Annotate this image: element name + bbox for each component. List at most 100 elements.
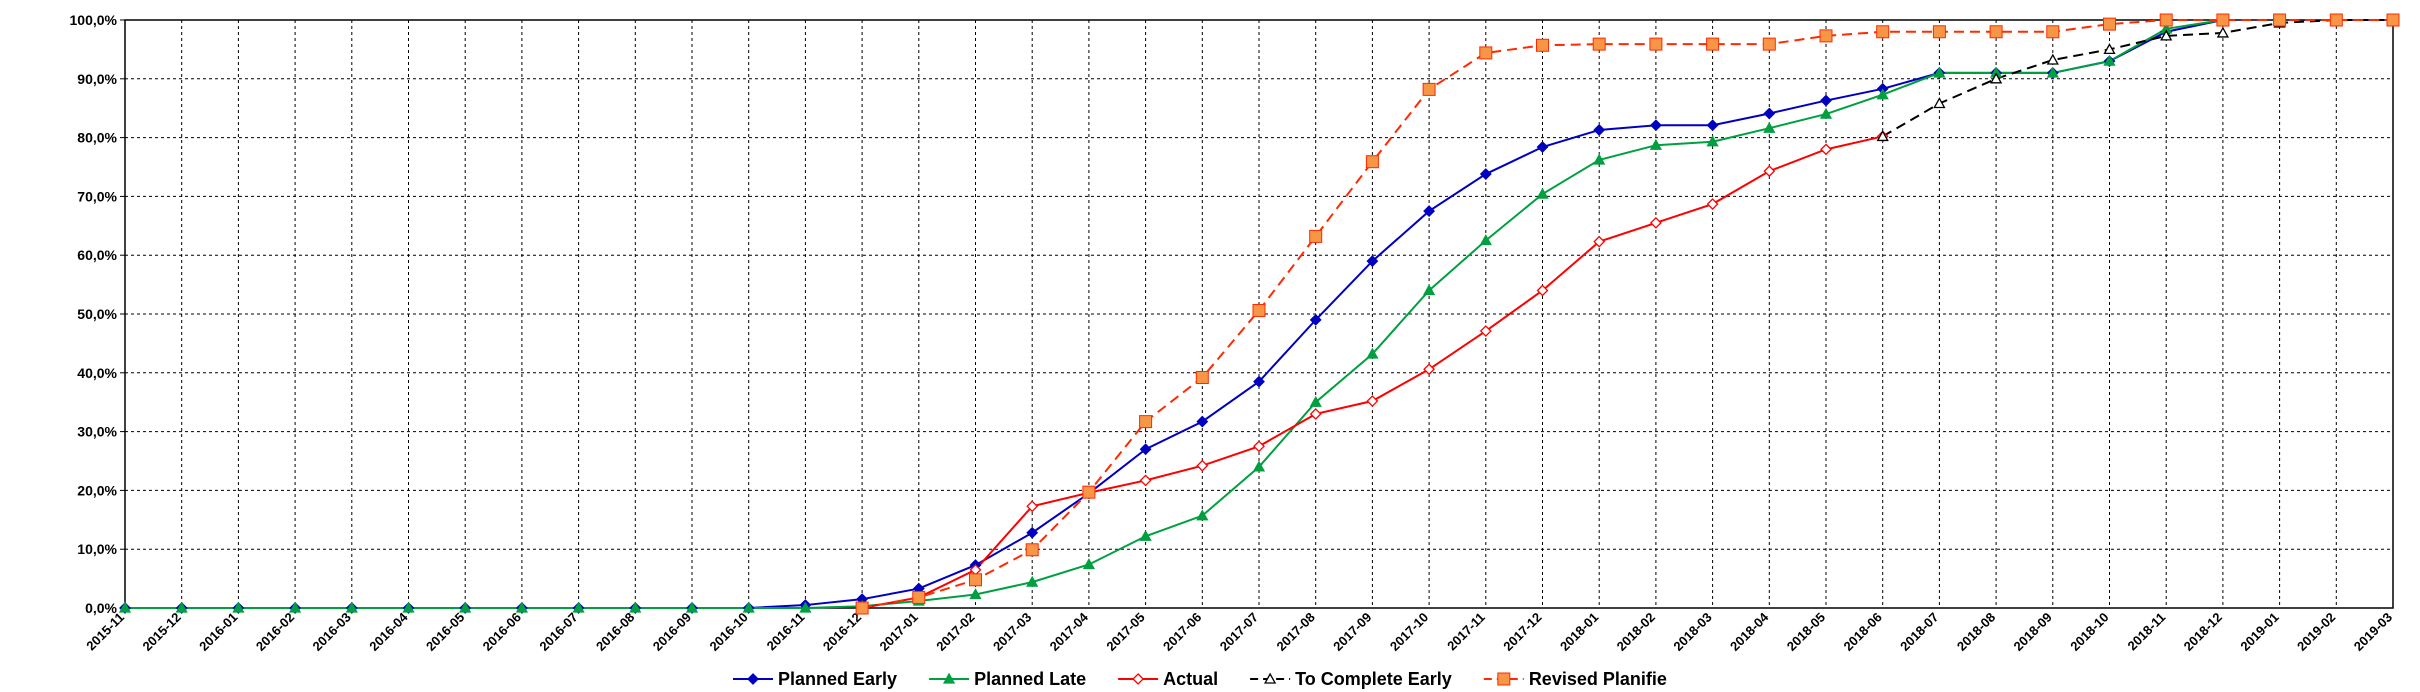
x-tick-label: 2017-06 [1160, 610, 1204, 654]
data-point [1309, 395, 1322, 407]
data-point [2046, 25, 2060, 39]
x-tick-label: 2018-04 [1727, 609, 1772, 654]
data-point [1196, 415, 1209, 428]
y-tick-label: 50,0% [77, 306, 117, 322]
data-point [1706, 198, 1719, 210]
data-point [1139, 443, 1152, 456]
x-tick-label: 2018-02 [1614, 610, 1658, 654]
data-point [1365, 155, 1379, 169]
x-tick-label: 2017-01 [877, 610, 921, 654]
data-point [685, 601, 699, 613]
data-point [2216, 26, 2230, 38]
x-tick-label: 2018-07 [1897, 610, 1941, 654]
legend-label: To Complete Early [1295, 669, 1452, 689]
data-point [1649, 216, 1662, 229]
data-point [1479, 234, 1492, 246]
data-point [969, 588, 982, 600]
x-tick-label: 2018-05 [1784, 610, 1828, 654]
data-point [1252, 303, 1266, 317]
x-tick-label: 2016-08 [593, 610, 637, 654]
x-tick-label: 2017-03 [990, 610, 1034, 654]
data-point [1309, 408, 1322, 420]
x-tick-label: 2016-07 [536, 610, 580, 654]
data-point [2159, 13, 2173, 27]
y-tick-label: 20,0% [77, 482, 117, 498]
data-point [2046, 66, 2059, 78]
data-point [1195, 371, 1209, 385]
data-point [1082, 558, 1096, 570]
x-tick-label: 2015-11 [83, 610, 127, 654]
data-point [1082, 485, 1096, 499]
plot-border [124, 19, 2394, 609]
data-point [2160, 29, 2173, 41]
data-point [1479, 46, 1493, 60]
data-point [855, 601, 869, 615]
data-point [1989, 72, 2003, 84]
x-tick-label: 2018-08 [1954, 610, 1998, 654]
x-tick-label: 2017-04 [1047, 609, 1092, 654]
data-point [1497, 672, 1511, 686]
x-tick-label: 2016-06 [480, 610, 524, 654]
data-point [1706, 37, 1720, 51]
data-point [1820, 94, 1832, 107]
series-line [125, 19, 2224, 609]
x-tick-label: 2017-08 [1273, 610, 1317, 654]
data-point [1876, 88, 1889, 100]
data-point [1762, 37, 1776, 51]
data-point [1132, 673, 1145, 685]
data-point [1706, 119, 1719, 132]
data-point [1479, 168, 1492, 180]
x-tick-label: 2015-12 [139, 610, 183, 654]
x-tick-label: 2017-12 [1500, 610, 1544, 654]
x-tick-label: 2018-10 [2067, 610, 2111, 654]
data-point [912, 590, 926, 604]
data-point [572, 601, 585, 613]
x-tick-label: 2018-11 [2124, 610, 2168, 654]
data-point [1819, 29, 1833, 43]
data-point [1422, 82, 1436, 96]
series-line [1882, 19, 2393, 138]
data-point [1139, 529, 1152, 541]
data-point [1763, 121, 1776, 133]
data-point [1593, 235, 1606, 248]
data-point [1536, 187, 1549, 199]
data-point [2046, 53, 2059, 65]
data-point [1649, 119, 1662, 132]
data-point [1763, 107, 1776, 120]
data-point [1366, 395, 1379, 407]
data-point [1593, 124, 1606, 136]
data-point [1309, 229, 1323, 243]
x-tick-label: 2019-03 [2351, 610, 2395, 654]
x-tick-label: 2017-02 [933, 610, 977, 654]
x-tick-label: 2016-05 [423, 610, 467, 654]
data-point [1649, 138, 1663, 150]
data-point [629, 601, 642, 613]
data-point [1264, 672, 1277, 684]
data-point [1196, 459, 1209, 472]
data-point [2386, 13, 2400, 27]
data-point [459, 601, 472, 613]
x-tick-label: 2017-05 [1103, 610, 1147, 654]
data-point [1309, 313, 1322, 326]
data-point [288, 601, 302, 613]
data-point [1536, 284, 1549, 297]
data-point [799, 601, 812, 613]
data-point [1366, 347, 1379, 359]
data-point [1933, 97, 1946, 109]
data-point [2329, 13, 2343, 27]
y-tick-label: 70,0% [77, 188, 117, 204]
data-point [1196, 509, 1209, 521]
data-point [969, 573, 982, 587]
y-tick-label: 0,0% [85, 600, 117, 616]
data-point [1649, 37, 1663, 51]
data-point [1876, 130, 1889, 142]
data-point [1989, 25, 2003, 39]
data-point [2103, 17, 2116, 31]
x-tick-label: 2016-11 [764, 610, 808, 654]
legend-label: Planned Early [778, 669, 897, 689]
legend-label: Revised Planifie [1529, 669, 1667, 689]
x-tick-label: 2018-09 [2011, 610, 2055, 654]
x-tick-label: 2018-06 [1840, 610, 1884, 654]
data-point [1819, 107, 1833, 119]
